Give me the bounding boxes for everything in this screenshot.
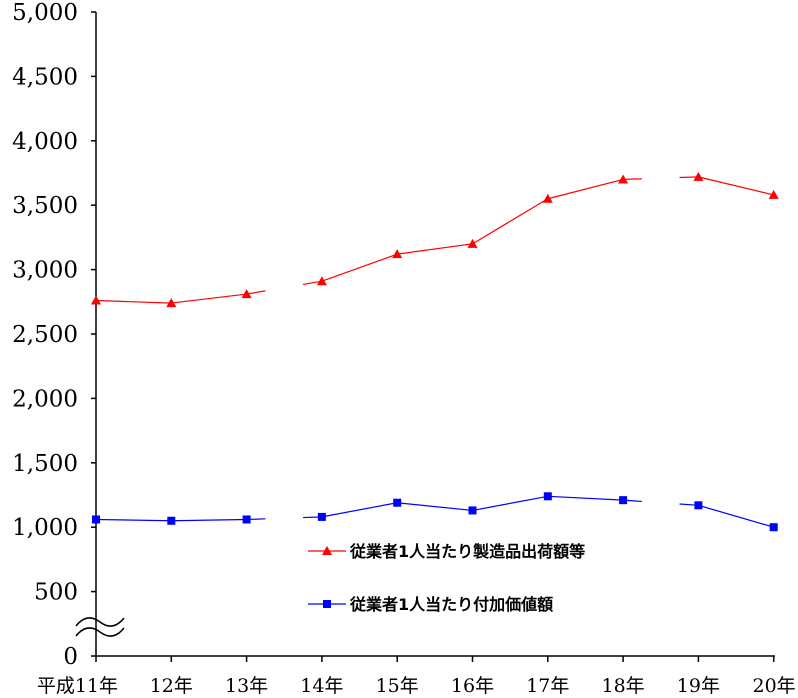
y-tick-label: 2,000 [12,386,78,412]
series-1 [91,171,779,308]
data-point-triangle [768,189,779,199]
series-line-segment [321,502,398,518]
x-tick-label: 平成11年 [37,675,118,697]
series-line-segment [246,290,266,295]
x-tick-label: 19年 [677,675,720,697]
y-tick-label: 4,500 [12,64,78,90]
axis-break-wave [75,627,125,637]
axis-break-wave [75,617,125,627]
y-tick-label: 1,500 [12,451,78,477]
series-line-segment [698,504,774,528]
y-tick-label: 2,500 [12,322,78,348]
series-line-segment [472,198,549,245]
series-line-segment [95,518,172,522]
x-tick-label: 15年 [376,675,419,697]
axis-break-icon [75,617,125,637]
data-point-square [167,516,176,525]
x-tick-label: 18年 [602,675,645,697]
y-tick-label: 5,000 [12,0,78,26]
y-tick-label: 500 [34,580,78,606]
data-point-triangle [467,238,478,248]
y-tick-label: 1,000 [12,515,78,541]
data-point-triangle [91,295,101,305]
series-line-segment [472,495,548,512]
series-line-segment [698,176,774,196]
data-point-square [242,515,251,524]
data-point-square [317,512,326,521]
series-line-segment [171,293,247,304]
series-line-segment [95,299,172,304]
data-point-square [619,496,628,505]
y-tick-label: 3,500 [12,193,78,219]
legend-marker-square [323,600,331,608]
x-tick-label: 16年 [451,675,494,697]
data-point-square [92,515,100,524]
x-tick-label: 20年 [753,675,796,697]
x-tick-label: 14年 [300,675,343,697]
data-point-triangle [392,249,403,259]
series-line-segment [397,502,473,512]
data-point-square [468,506,477,515]
data-point-square [694,501,703,510]
data-point-triangle [693,171,704,181]
series-line-segment [547,495,624,501]
data-point-square [769,523,778,532]
series-line-segment [547,178,624,200]
legend-label: 従業者1人当たり製造品出荷額等 [349,542,585,561]
data-point-triangle [618,174,629,184]
y-tick-label: 4,000 [12,129,78,155]
y-tick-label: 0 [63,644,78,670]
data-point-triangle [542,193,553,203]
series-2 [92,492,778,532]
series-line-segment [321,253,398,282]
series-line-segment [679,176,699,179]
legend-item-2: 従業者1人当たり付加価値額 [308,595,553,614]
series-line-segment [623,178,642,181]
series-line-segment [302,280,323,286]
legend-label: 従業者1人当たり付加価値額 [349,595,553,614]
x-tick-label: 17年 [526,675,569,697]
data-point-triangle [316,276,327,286]
data-point-square [543,492,552,501]
x-tick-label: 13年 [225,675,268,697]
data-point-triangle [166,298,177,308]
data-point-triangle [241,289,252,299]
series-line-segment [397,243,473,255]
legend-marker-triangle [322,546,332,555]
data-point-square [393,498,402,507]
series-line-segment [171,518,247,522]
y-tick-label: 3,000 [12,258,78,284]
legend-item-1: 従業者1人当たり製造品出荷額等 [308,542,585,561]
x-tick-label: 12年 [150,675,193,697]
